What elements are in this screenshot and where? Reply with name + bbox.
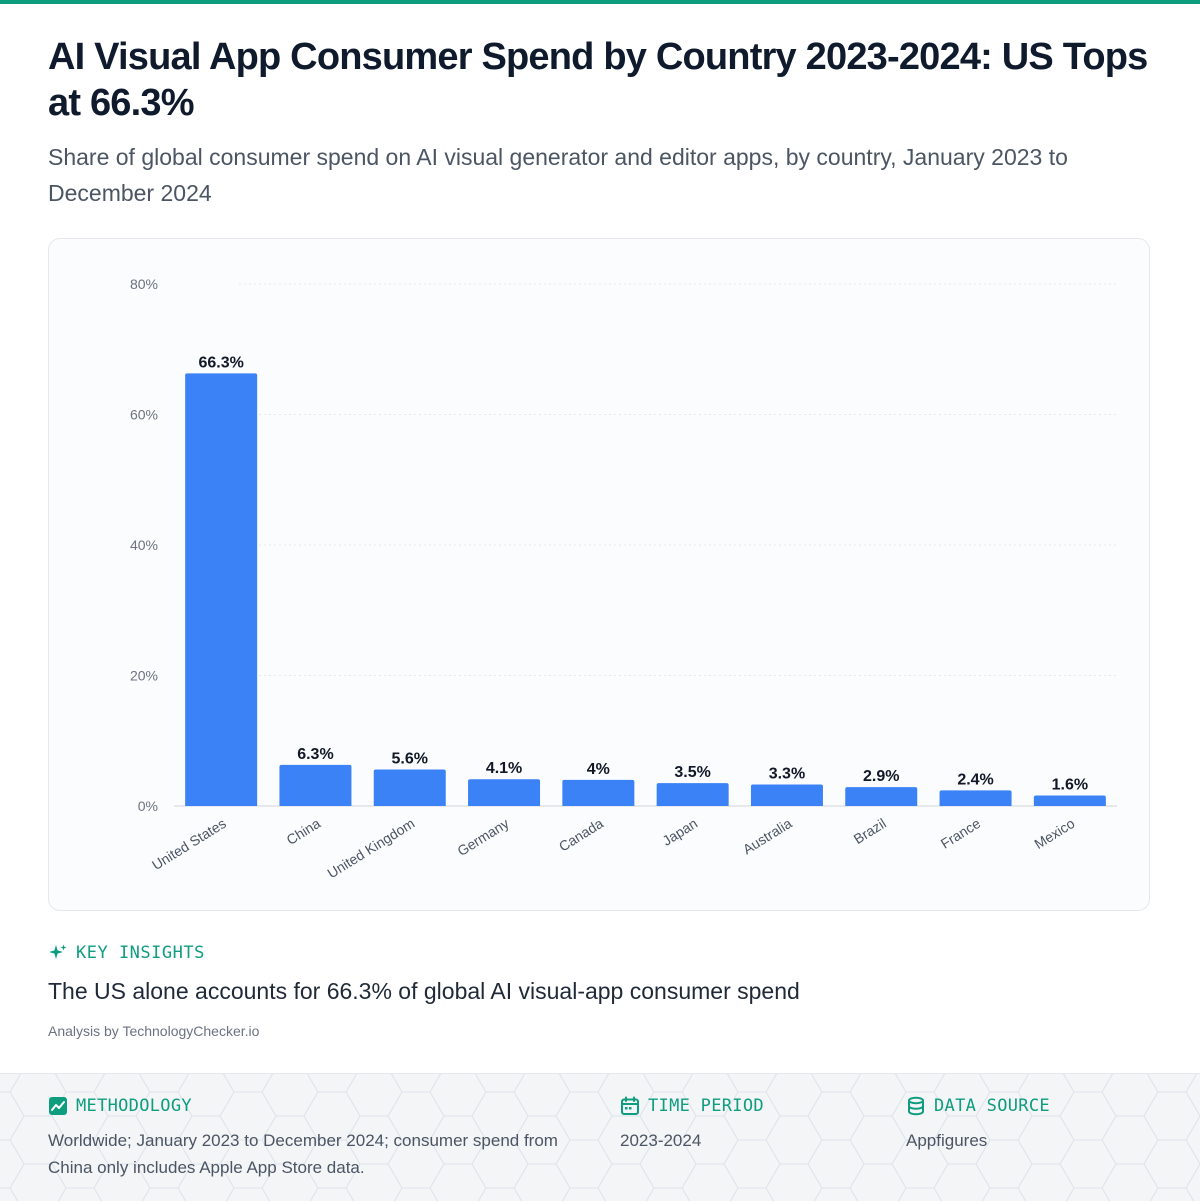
- data-source-section: DATA SOURCE Appfigures: [906, 1094, 1166, 1154]
- methodology-section: METHODOLOGY Worldwide; January 2023 to D…: [48, 1094, 588, 1181]
- key-insights-header: KEY INSIGHTS: [48, 941, 205, 965]
- data-source-text: Appfigures: [906, 1131, 988, 1150]
- bar-chart: 0% 20% 40% 60% 80% 66.3% United States 6.3% Chin…: [130, 276, 1117, 881]
- methodology-text: Worldwide; January 2023 to December 2024…: [48, 1131, 558, 1177]
- footer: METHODOLOGY Worldwide; January 2023 to D…: [0, 1073, 1200, 1201]
- bar-value-label: 3.5%: [674, 764, 710, 781]
- key-insight-text: The US alone accounts for 66.3% of globa…: [48, 978, 800, 1004]
- data-source-label: DATA SOURCE: [934, 1096, 1050, 1116]
- bar-japan: [656, 783, 729, 806]
- time-period-text: 2023-2024: [620, 1131, 702, 1150]
- y-tick-label: 40%: [130, 537, 158, 553]
- bar-value-label: 66.3%: [198, 354, 243, 371]
- bar-value-label: 2.9%: [863, 768, 899, 785]
- analysis-credit: Analysis by TechnologyChecker.io: [48, 1023, 260, 1039]
- top-accent-bar: [0, 0, 1200, 4]
- page-subtitle: Share of global consumer spend on AI vis…: [48, 144, 1068, 206]
- bar-value-label: 4.1%: [486, 760, 522, 777]
- chart-line-icon: [49, 1097, 67, 1115]
- sparkle-icon: [49, 944, 67, 959]
- bar-mexico: [1033, 795, 1106, 806]
- bar-brazil: [845, 787, 918, 806]
- time-period-label: TIME PERIOD: [648, 1096, 764, 1116]
- x-tick-label: Canada: [556, 815, 606, 855]
- bar-china: [279, 764, 352, 806]
- x-tick-label: United States: [149, 815, 229, 873]
- bar-france: [939, 790, 1012, 806]
- x-tick-label: United Kingdom: [324, 815, 417, 881]
- database-icon: [908, 1096, 924, 1116]
- x-tick-label: Mexico: [1031, 815, 1077, 852]
- time-period-section: TIME PERIOD 2023-2024: [620, 1094, 880, 1154]
- bar-value-label: 1.6%: [1052, 777, 1088, 794]
- page-title: AI Visual App Consumer Spend by Country …: [48, 36, 1148, 124]
- chart-card: 0% 20% 40% 60% 80% 66.3% United States 6.3% Chin…: [48, 238, 1150, 911]
- x-tick-label: Japan: [659, 815, 700, 849]
- bar-australia: [750, 784, 823, 806]
- bar-germany: [468, 779, 541, 806]
- bar-value-label: 5.6%: [392, 750, 428, 767]
- bar-value-label: 2.4%: [957, 771, 993, 788]
- x-tick-label: France: [938, 815, 984, 852]
- y-tick-label: 20%: [130, 668, 158, 684]
- hexagon-pattern: [0, 1074, 1200, 1201]
- x-tick-label: China: [284, 815, 324, 848]
- x-tick-label: Brazil: [851, 815, 889, 847]
- y-tick-label: 80%: [130, 276, 158, 292]
- x-tick-label: Australia: [740, 815, 795, 858]
- bar-united-states: [185, 373, 258, 806]
- bar-canada: [562, 779, 635, 806]
- bar-value-label: 4%: [587, 761, 610, 778]
- methodology-label: METHODOLOGY: [76, 1096, 192, 1116]
- x-tick-label: Germany: [454, 815, 511, 859]
- bar-united-kingdom: [373, 769, 446, 806]
- y-tick-label: 0%: [138, 798, 158, 814]
- key-insights-title: KEY INSIGHTS: [76, 943, 205, 963]
- y-tick-label: 60%: [130, 407, 158, 423]
- bar-value-label: 3.3%: [769, 765, 805, 782]
- bar-value-label: 6.3%: [297, 746, 333, 763]
- calendar-icon: [621, 1096, 639, 1115]
